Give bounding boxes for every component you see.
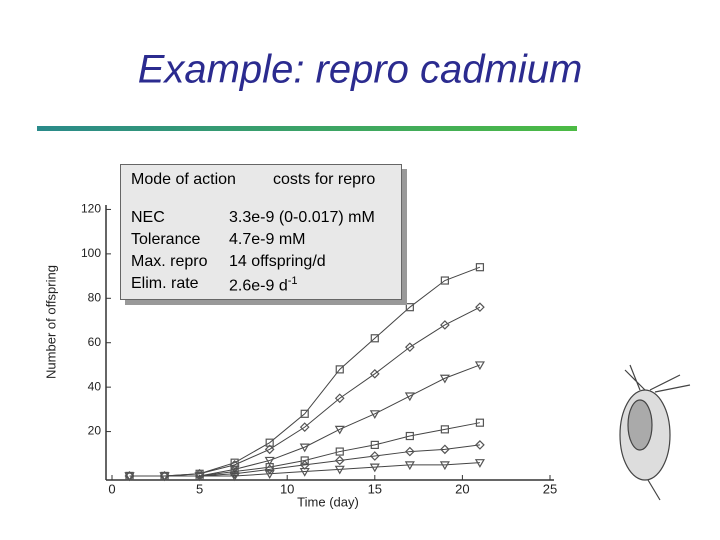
marker [335,365,344,374]
y-tick-label: 120 [81,202,101,216]
marker [370,334,379,343]
marker [369,463,380,473]
marker [370,440,379,450]
superscript: -1 [287,275,298,287]
marker [475,418,485,427]
marker [405,431,414,441]
marker [230,467,239,476]
marker [404,392,415,402]
marker [440,425,449,434]
y-tick-label: 80 [88,290,102,304]
y-tick-label: 20 [88,424,102,438]
marker [475,263,485,272]
marker [404,342,415,353]
x-tick-label: 20 [455,481,469,496]
param-value: 14 offspring/d [229,253,326,270]
box-header: costs for repro [273,171,376,188]
marker [475,302,485,313]
marker [264,456,275,466]
parameter-box: Mode of action costs for repro NEC 3.3e-… [120,164,402,300]
param-name: Elim. rate [131,275,199,292]
x-tick-label: 25 [543,481,557,496]
fit-line [129,462,480,477]
marker [405,303,414,312]
marker [474,459,485,468]
marker [440,276,449,285]
y-tick-label: 60 [88,335,102,349]
marker [369,410,380,420]
marker [299,467,310,477]
param-value: 2.6e-9 d-1 [229,275,298,295]
param-name: NEC [131,209,165,226]
x-tick-label: 10 [280,481,294,496]
y-tick-label: 40 [88,379,102,393]
x-tick-label: 15 [368,481,382,496]
marker [369,368,380,379]
marker [300,456,309,465]
marker [264,470,275,479]
x-axis-label: Time (day) [297,494,359,509]
box-header: Mode of action [131,171,236,188]
marker [474,361,485,371]
x-tick-label: 0 [108,481,115,496]
y-axis-label: Number of offspring [43,265,58,379]
y-tick-label: 100 [81,246,101,260]
param-value: 4.7e-9 mM [229,231,306,248]
param-value: 3.3e-9 (0-0.017) mM [229,209,375,226]
x-tick-label: 5 [196,481,203,496]
param-name: Tolerance [131,231,201,248]
title-rule [37,126,577,131]
param-value-text: 2.6e-9 d [229,277,288,295]
marker [194,472,205,482]
marker [334,465,345,475]
marker [264,444,275,455]
marker [440,444,450,455]
marker [439,374,450,384]
marker [475,440,485,450]
fit-line [129,306,481,477]
marker [299,422,310,432]
marker [404,461,415,471]
marker [369,451,380,461]
marker [229,472,240,482]
marker [229,465,240,475]
marker [404,446,415,457]
marker [334,425,345,435]
marker [439,461,450,471]
marker [334,455,345,466]
marker [300,409,309,418]
marker [334,393,345,404]
daphnia [619,364,691,501]
marker [159,472,170,482]
marker [440,320,450,330]
slide-title: Example: repro cadmium [138,48,583,92]
param-name: Max. repro [131,253,208,270]
marker [124,472,135,482]
fit-line [129,364,481,477]
marker [299,443,310,453]
marker [335,447,344,456]
